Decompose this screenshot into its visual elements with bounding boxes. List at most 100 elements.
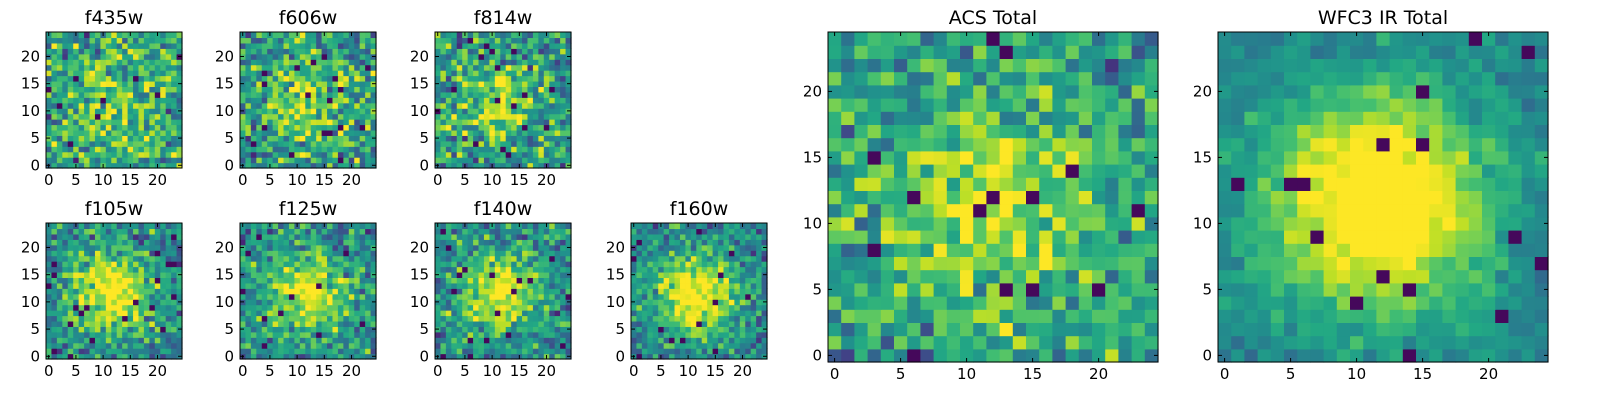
heatmap-cell bbox=[288, 337, 295, 344]
heatmap-cell bbox=[337, 342, 344, 349]
heatmap-cell bbox=[278, 102, 285, 109]
heatmap-cell bbox=[500, 135, 507, 142]
heatmap-cell bbox=[165, 293, 172, 300]
heatmap-cell bbox=[94, 140, 101, 147]
heatmap-cell bbox=[171, 157, 178, 164]
heatmap-cell bbox=[500, 353, 507, 360]
heatmap-cell bbox=[316, 299, 323, 306]
heatmap-cell bbox=[283, 326, 290, 333]
heatmap-cell bbox=[745, 342, 752, 349]
heatmap-cell bbox=[305, 250, 312, 257]
heatmap-cell bbox=[149, 146, 156, 153]
heatmap-cell bbox=[73, 320, 80, 327]
heatmap-cell bbox=[321, 293, 328, 300]
heatmap-cell bbox=[67, 151, 74, 158]
heatmap-cell bbox=[500, 48, 507, 55]
heatmap-cell bbox=[94, 135, 101, 142]
heatmap-cell bbox=[138, 304, 145, 311]
heatmap-cell bbox=[105, 233, 112, 240]
heatmap-cell bbox=[745, 282, 752, 289]
heatmap-cell bbox=[505, 135, 512, 142]
heatmap-cell bbox=[750, 315, 757, 322]
heatmap-cell bbox=[554, 162, 561, 169]
heatmap-cell bbox=[516, 342, 523, 349]
heatmap-cell bbox=[473, 271, 480, 278]
heatmap-cell bbox=[111, 271, 118, 278]
heatmap-cell bbox=[986, 322, 1001, 337]
heatmap-cell bbox=[337, 223, 344, 230]
heatmap-cell bbox=[250, 42, 257, 49]
heatmap-cell bbox=[73, 261, 80, 268]
heatmap-cell bbox=[880, 282, 895, 297]
heatmap-cell bbox=[435, 140, 442, 147]
heatmap-cell bbox=[456, 129, 463, 136]
heatmap-cell bbox=[288, 304, 295, 311]
heatmap-cell bbox=[240, 250, 247, 257]
heatmap-cell bbox=[127, 271, 134, 278]
heatmap-cell bbox=[283, 239, 290, 246]
heatmap-cell bbox=[359, 59, 366, 66]
heatmap-cell bbox=[250, 48, 257, 55]
heatmap-cell bbox=[880, 322, 895, 337]
heatmap-cell bbox=[122, 310, 129, 317]
heatmap-cell bbox=[278, 146, 285, 153]
heatmap-cell bbox=[149, 293, 156, 300]
heatmap-cell bbox=[294, 129, 301, 136]
heatmap-cell bbox=[310, 42, 317, 49]
heatmap-cell bbox=[154, 277, 161, 284]
heatmap-cell bbox=[538, 157, 545, 164]
heatmap-cell bbox=[73, 299, 80, 306]
heatmap-cell bbox=[316, 140, 323, 147]
heatmap-cell bbox=[828, 335, 842, 350]
heatmap-cell bbox=[116, 140, 123, 147]
heatmap-cell bbox=[745, 228, 752, 235]
heatmap-cell bbox=[494, 282, 501, 289]
heatmap-cell bbox=[483, 140, 490, 147]
heatmap-cell bbox=[272, 250, 279, 257]
heatmap-cell bbox=[538, 271, 545, 278]
heatmap-cell bbox=[84, 64, 91, 71]
heatmap-cell bbox=[494, 70, 501, 77]
heatmap-cell bbox=[841, 190, 855, 205]
heatmap-cell bbox=[138, 271, 145, 278]
heatmap-cell bbox=[305, 157, 312, 164]
heatmap-cell bbox=[122, 140, 129, 147]
heatmap-cell bbox=[343, 233, 350, 240]
heatmap-cell bbox=[445, 70, 452, 77]
heatmap-cell bbox=[690, 320, 697, 327]
heatmap-cell bbox=[538, 64, 545, 71]
heatmap-cell bbox=[538, 255, 545, 262]
heatmap-cell bbox=[133, 337, 140, 344]
heatmap-cell bbox=[299, 32, 306, 39]
heatmap-cell bbox=[321, 157, 328, 164]
heatmap-cell bbox=[261, 266, 268, 273]
heatmap-cell bbox=[111, 266, 118, 273]
heatmap-cell bbox=[171, 70, 178, 77]
heatmap-cell bbox=[105, 113, 112, 120]
heatmap-cell bbox=[511, 353, 518, 360]
heatmap-cell bbox=[122, 37, 129, 44]
heatmap-cell bbox=[538, 80, 545, 87]
heatmap-cell bbox=[89, 48, 96, 55]
heatmap-cell bbox=[316, 80, 323, 87]
heatmap-cell bbox=[89, 353, 96, 360]
heatmap-cell bbox=[565, 310, 572, 317]
heatmap-cell bbox=[122, 277, 129, 284]
heatmap-cell bbox=[111, 124, 118, 131]
heatmap-cell bbox=[299, 102, 306, 109]
heatmap-cell bbox=[631, 261, 638, 268]
heatmap-cell bbox=[46, 304, 53, 311]
heatmap-cell bbox=[527, 331, 534, 338]
heatmap-cell bbox=[456, 315, 463, 322]
heatmap-cell bbox=[261, 102, 268, 109]
heatmap-cell bbox=[365, 80, 372, 87]
heatmap-cell bbox=[690, 293, 697, 300]
heatmap-cell bbox=[462, 282, 469, 289]
heatmap-cell bbox=[1105, 177, 1119, 191]
heatmap-cell bbox=[62, 266, 69, 273]
heatmap-cell bbox=[712, 255, 719, 262]
heatmap-cell bbox=[445, 59, 452, 66]
heatmap-cell bbox=[321, 228, 328, 235]
heatmap-cell bbox=[440, 102, 447, 109]
heatmap-cell bbox=[500, 342, 507, 349]
